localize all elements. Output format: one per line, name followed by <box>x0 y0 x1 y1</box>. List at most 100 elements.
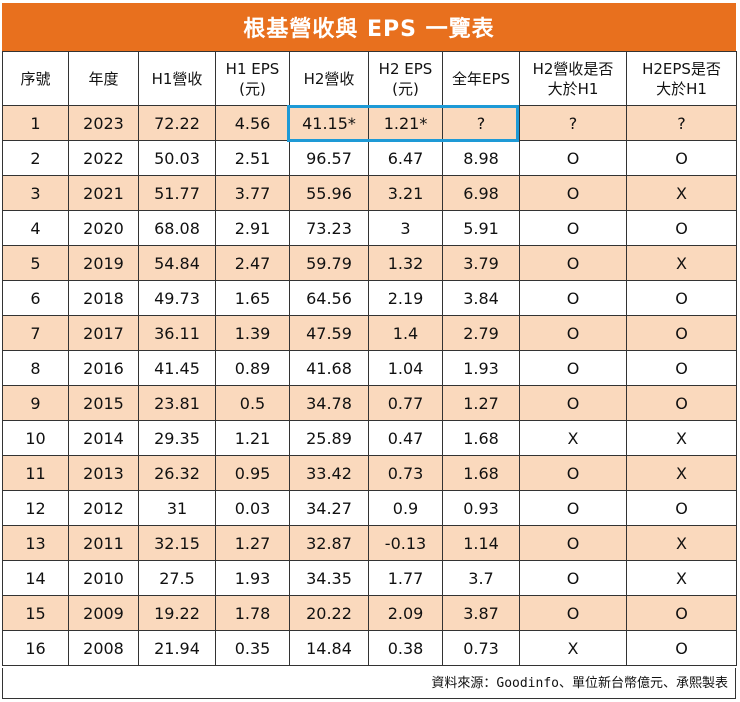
table-cell: X <box>626 245 737 281</box>
table-cell: 34.78 <box>289 385 369 421</box>
table-cell: 0.77 <box>368 385 443 421</box>
table-cell: 27.5 <box>138 560 216 596</box>
table-cell: 54.84 <box>138 245 216 281</box>
column-header: H2EPS是否 大於H1 <box>626 51 737 106</box>
table-cell: 3.7 <box>442 560 520 596</box>
table-cell: 3.21 <box>368 175 443 211</box>
table-cell: 14 <box>2 560 69 596</box>
table-cell: ? <box>442 105 520 141</box>
table-cell: 50.03 <box>138 140 216 176</box>
table-cell: 2.79 <box>442 315 520 351</box>
table-cell: 19.22 <box>138 595 216 631</box>
table-cell: 2020 <box>68 210 139 246</box>
table-cell: 1.39 <box>215 315 290 351</box>
table-cell: 32.15 <box>138 525 216 561</box>
table-cell: 49.73 <box>138 280 216 316</box>
table-row: 12 2012 31 0.03 34.27 0.9 0.93 O O <box>2 490 737 526</box>
table-cell: 0.73 <box>442 630 520 666</box>
table-cell: 7 <box>2 315 69 351</box>
table-cell: 1 <box>2 105 69 141</box>
table-cell: 21.94 <box>138 630 216 666</box>
table-cell: 2 <box>2 140 69 176</box>
table-cell: 1.78 <box>215 595 290 631</box>
table-cell: O <box>519 280 627 316</box>
table-cell: 0.89 <box>215 350 290 386</box>
table-cell: 2023 <box>68 105 139 141</box>
column-header: 年度 <box>68 51 139 106</box>
table-cell: 2.47 <box>215 245 290 281</box>
table-cell: 41.15* <box>289 105 369 141</box>
table-cell: 1.77 <box>368 560 443 596</box>
table-cell: O <box>626 210 737 246</box>
table-cell: -0.13 <box>368 525 443 561</box>
table-cell: 4.56 <box>215 105 290 141</box>
table-cell: 0.95 <box>215 455 290 491</box>
column-header: H1 EPS (元) <box>215 51 290 106</box>
table-row: 16 2008 21.94 0.35 14.84 0.38 0.73 X O <box>2 630 737 666</box>
table-cell: 25.89 <box>289 420 369 456</box>
table-row: 15 2009 19.22 1.78 20.22 2.09 3.87 O O <box>2 595 737 631</box>
table-cell: 29.35 <box>138 420 216 456</box>
column-header: H2營收 <box>289 51 369 106</box>
table-cell: 12 <box>2 490 69 526</box>
table-cell: 31 <box>138 490 216 526</box>
table-row: 2 2022 50.03 2.51 96.57 6.47 8.98 O O <box>2 140 737 176</box>
table-cell: O <box>519 140 627 176</box>
table-cell: 2012 <box>68 490 139 526</box>
revenue-eps-table: 序號 年度 H1營收 H1 EPS (元) H2營收 H2 EPS (元) 全年EPS H2營收是… <box>2 51 737 666</box>
column-header: H2 EPS (元) <box>368 51 443 106</box>
table-cell: 32.87 <box>289 525 369 561</box>
table-cell: 1.68 <box>442 455 520 491</box>
table-cell: 0.35 <box>215 630 290 666</box>
table-cell: 2017 <box>68 315 139 351</box>
table-cell: 3.79 <box>442 245 520 281</box>
table-cell: O <box>626 490 737 526</box>
table-cell: 1.14 <box>442 525 520 561</box>
table-cell: 4 <box>2 210 69 246</box>
table-cell: 2.51 <box>215 140 290 176</box>
table-cell: O <box>519 210 627 246</box>
table-cell: 10 <box>2 420 69 456</box>
table-cell: 47.59 <box>289 315 369 351</box>
table-cell: 72.22 <box>138 105 216 141</box>
table-cell: 2022 <box>68 140 139 176</box>
table-row: 8 2016 41.45 0.89 41.68 1.04 1.93 O O <box>2 350 737 386</box>
table-cell: X <box>626 175 737 211</box>
table-cell: 2011 <box>68 525 139 561</box>
table-cell: 5.91 <box>442 210 520 246</box>
table-cell: X <box>626 420 737 456</box>
table-cell: 1.32 <box>368 245 443 281</box>
table-cell: 8 <box>2 350 69 386</box>
table-cell: 1.27 <box>215 525 290 561</box>
table-row: 7 2017 36.11 1.39 47.59 1.4 2.79 O O <box>2 315 737 351</box>
source-note: 資料來源：Goodinfo、單位新台幣億元、承熙製表 <box>431 676 728 691</box>
table-cell: 34.35 <box>289 560 369 596</box>
table-cell: 41.45 <box>138 350 216 386</box>
table-cell: O <box>626 595 737 631</box>
table-row: 1 2023 72.22 4.56 41.15* 1.21*??? <box>2 105 737 141</box>
table-cell: O <box>626 315 737 351</box>
table-cell: X <box>626 455 737 491</box>
table-cell: O <box>519 175 627 211</box>
table-cell: O <box>519 490 627 526</box>
table-cell: O <box>626 280 737 316</box>
table-row: 14 2010 27.5 1.93 34.35 1.77 3.7 O X <box>2 560 737 596</box>
table-cell: 1.21 <box>215 420 290 456</box>
table-cell: O <box>626 630 737 666</box>
table-cell: 0.47 <box>368 420 443 456</box>
table-cell: 51.77 <box>138 175 216 211</box>
table-cell: O <box>519 245 627 281</box>
table-cell: 2014 <box>68 420 139 456</box>
column-header: 序號 <box>2 51 69 106</box>
table-cell: 55.96 <box>289 175 369 211</box>
table-cell: 96.57 <box>289 140 369 176</box>
table-cell: 5 <box>2 245 69 281</box>
table-cell: 6 <box>2 280 69 316</box>
table-cell: 2.19 <box>368 280 443 316</box>
table-cell: 1.65 <box>215 280 290 316</box>
table-cell: O <box>519 560 627 596</box>
column-header: H2營收是否 大於H1 <box>519 51 627 106</box>
table-cell: 3 <box>368 210 443 246</box>
table-cell: 0.73 <box>368 455 443 491</box>
table-cell: O <box>519 350 627 386</box>
